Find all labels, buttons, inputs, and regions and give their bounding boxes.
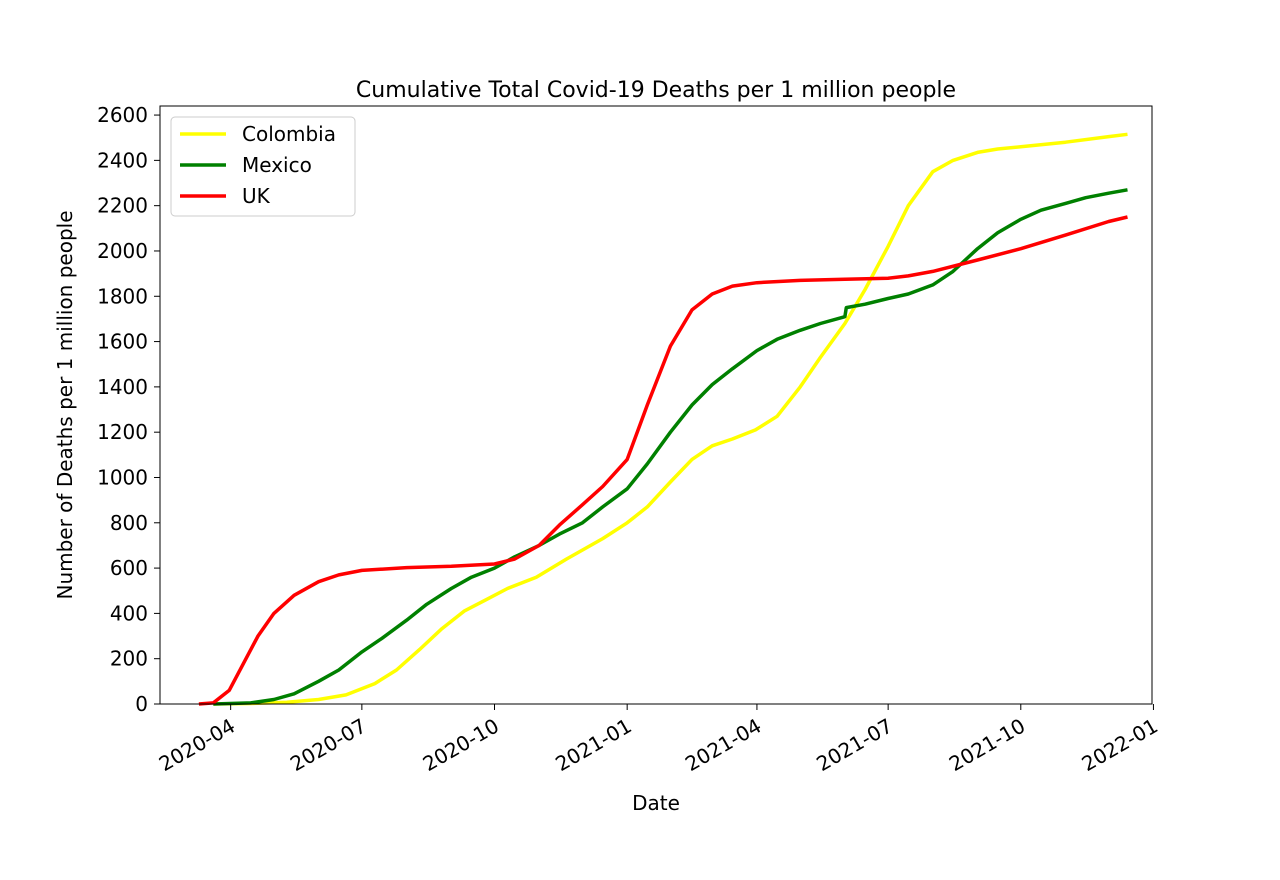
y-axis-ticks: 0 200 400 600 800 1000 1200 1400 1600 1800 2000 220… <box>97 103 160 716</box>
series-layer <box>198 132 1128 706</box>
chart-title: Cumulative Total Covid-19 Deaths per 1 m… <box>356 78 956 103</box>
legend-box <box>170 116 356 217</box>
y-tick-label: 1200 <box>97 420 148 444</box>
series-line-colombia <box>213 132 1128 706</box>
y-tick-label: 2200 <box>97 194 148 218</box>
y-tick-label: 1600 <box>97 330 148 354</box>
y-tick-label: 1000 <box>97 465 148 489</box>
y-tick-label: 800 <box>110 511 148 535</box>
legend-label-mexico: Mexico <box>242 153 312 177</box>
legend-label-colombia: Colombia <box>242 122 336 146</box>
plot-area-frame <box>159 105 1153 705</box>
y-tick-label: 2400 <box>97 148 148 172</box>
y-tick-label: 600 <box>110 556 148 580</box>
y-tick-label: 0 <box>135 692 148 716</box>
series-line-uk <box>198 215 1128 706</box>
y-tick-label: 2600 <box>97 103 148 127</box>
y-axis-label: Number of Deaths per 1 million people <box>53 210 77 599</box>
y-tick-label: 400 <box>110 601 148 625</box>
y-tick-label: 1800 <box>97 284 148 308</box>
series-line-mexico <box>213 188 1128 706</box>
legend: Colombia Mexico UK <box>170 116 356 217</box>
y-tick-label: 2000 <box>97 239 148 263</box>
y-tick-label: 200 <box>110 647 148 671</box>
legend-label-uk: UK <box>242 184 271 208</box>
x-axis-label: Date <box>632 791 680 815</box>
y-tick-label: 1400 <box>97 375 148 399</box>
